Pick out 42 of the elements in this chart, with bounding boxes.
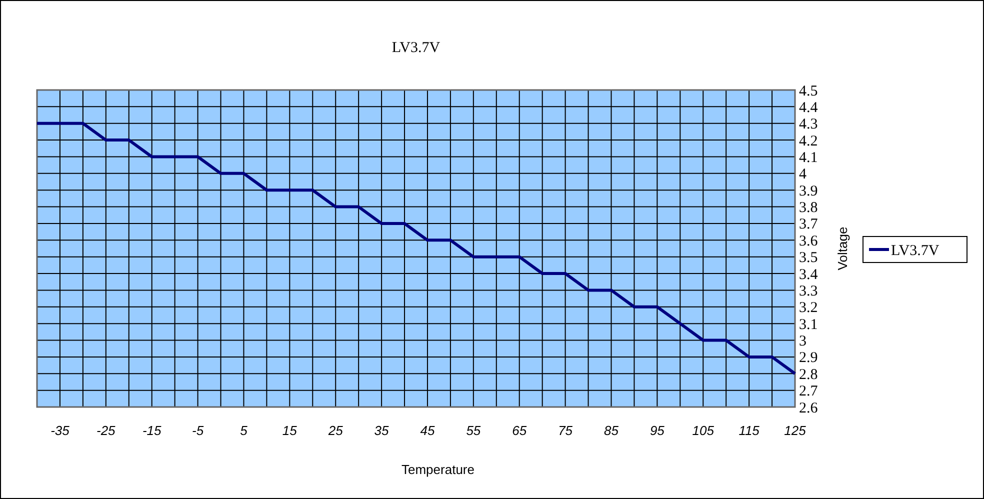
y-tick-label: 3	[799, 334, 806, 350]
x-axis-title: Temperature	[402, 462, 474, 477]
y-tick-label: 2.7	[799, 384, 818, 400]
x-tick-label: -5	[192, 423, 204, 438]
y-axis-title: Voltage	[835, 226, 850, 270]
y-tick-label: 3.2	[799, 300, 818, 316]
y-tick-label: 2.6	[799, 400, 818, 416]
y-tick-label: 4	[799, 166, 807, 183]
x-tick-label: 35	[374, 423, 390, 438]
y-tick-label: 4.5	[799, 83, 818, 100]
y-tick-label: 2.8	[799, 366, 818, 383]
y-tick-label: 4.3	[799, 116, 818, 133]
y-tick-label: 4.4	[799, 100, 818, 116]
y-tick-label: 3.4	[799, 266, 818, 283]
x-tick-label: 25	[327, 423, 344, 438]
y-tick-label: 3.7	[799, 216, 818, 233]
y-tick-label: 4.2	[799, 133, 818, 150]
y-tick-label: 3.1	[799, 316, 818, 333]
line-series	[36, 122, 796, 376]
chart-title: LV3.7V	[392, 40, 440, 56]
x-tick-label: 105	[692, 423, 715, 438]
x-tick-label: 125	[784, 423, 807, 438]
y-tick-label: 2.9	[799, 350, 818, 366]
x-tick-label: 45	[420, 423, 436, 438]
y-tick-label: 4.1	[799, 150, 818, 166]
x-tick-label: -15	[142, 423, 162, 438]
legend-label: LV3.7V	[891, 242, 940, 259]
y-tick-label: 3.8	[799, 200, 818, 216]
x-tick-label: 65	[512, 423, 528, 438]
x-tick-label: 55	[466, 423, 482, 438]
y-tick-label: 3.6	[799, 233, 818, 250]
x-tick-label: 95	[650, 423, 666, 438]
y-tick-label: 3.9	[799, 183, 818, 200]
x-tick-label: 85	[604, 423, 620, 438]
y-tick-label: 3.3	[799, 283, 818, 300]
x-tick-label: -35	[50, 423, 70, 438]
x-tick-label: 15	[282, 423, 298, 438]
x-tick-label: 5	[240, 423, 248, 438]
x-tick-label: -25	[96, 423, 116, 438]
x-tick-label: 75	[558, 423, 574, 438]
y-tick-label: 3.5	[799, 250, 818, 266]
x-tick-label: 115	[738, 423, 760, 438]
